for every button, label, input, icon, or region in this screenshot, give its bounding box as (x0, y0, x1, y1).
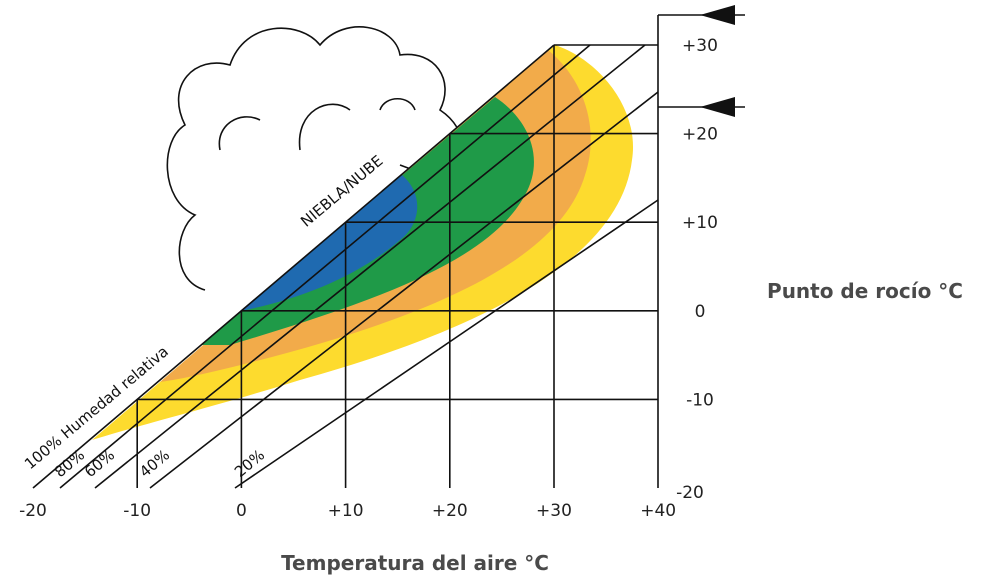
x-tick-label: 0 (236, 501, 247, 521)
y-tick-label: 0 (695, 302, 706, 322)
x-tick-label: -20 (19, 501, 47, 521)
y-tick-label: -10 (686, 390, 714, 410)
humidity-zones (92, 45, 633, 440)
humidity-label: 60% (81, 446, 118, 481)
y-tick-label: +20 (682, 125, 718, 145)
humidity-label: 20% (231, 446, 268, 481)
y-tick-label: +10 (682, 213, 718, 233)
rh-60-line (95, 45, 645, 488)
cloud-detail (219, 99, 415, 150)
arrow-heads (700, 5, 735, 117)
x-axis-title: Temperatura del aire °C (281, 551, 549, 575)
x-tick-label: +10 (328, 501, 364, 521)
y-tick-label: +30 (682, 36, 718, 56)
y-axis-title: Punto de rocío °C (767, 279, 963, 303)
diagram: NIEBLA/NUBE Temperatura del aire °C Punt… (0, 0, 1001, 581)
x-tick-label: +20 (432, 501, 468, 521)
y-tick-label: -20 (676, 483, 704, 503)
x-tick-label: -10 (123, 501, 151, 521)
x-tick-label: +30 (536, 501, 572, 521)
x-tick-label: +40 (640, 501, 676, 521)
rh-40-line (150, 92, 658, 488)
